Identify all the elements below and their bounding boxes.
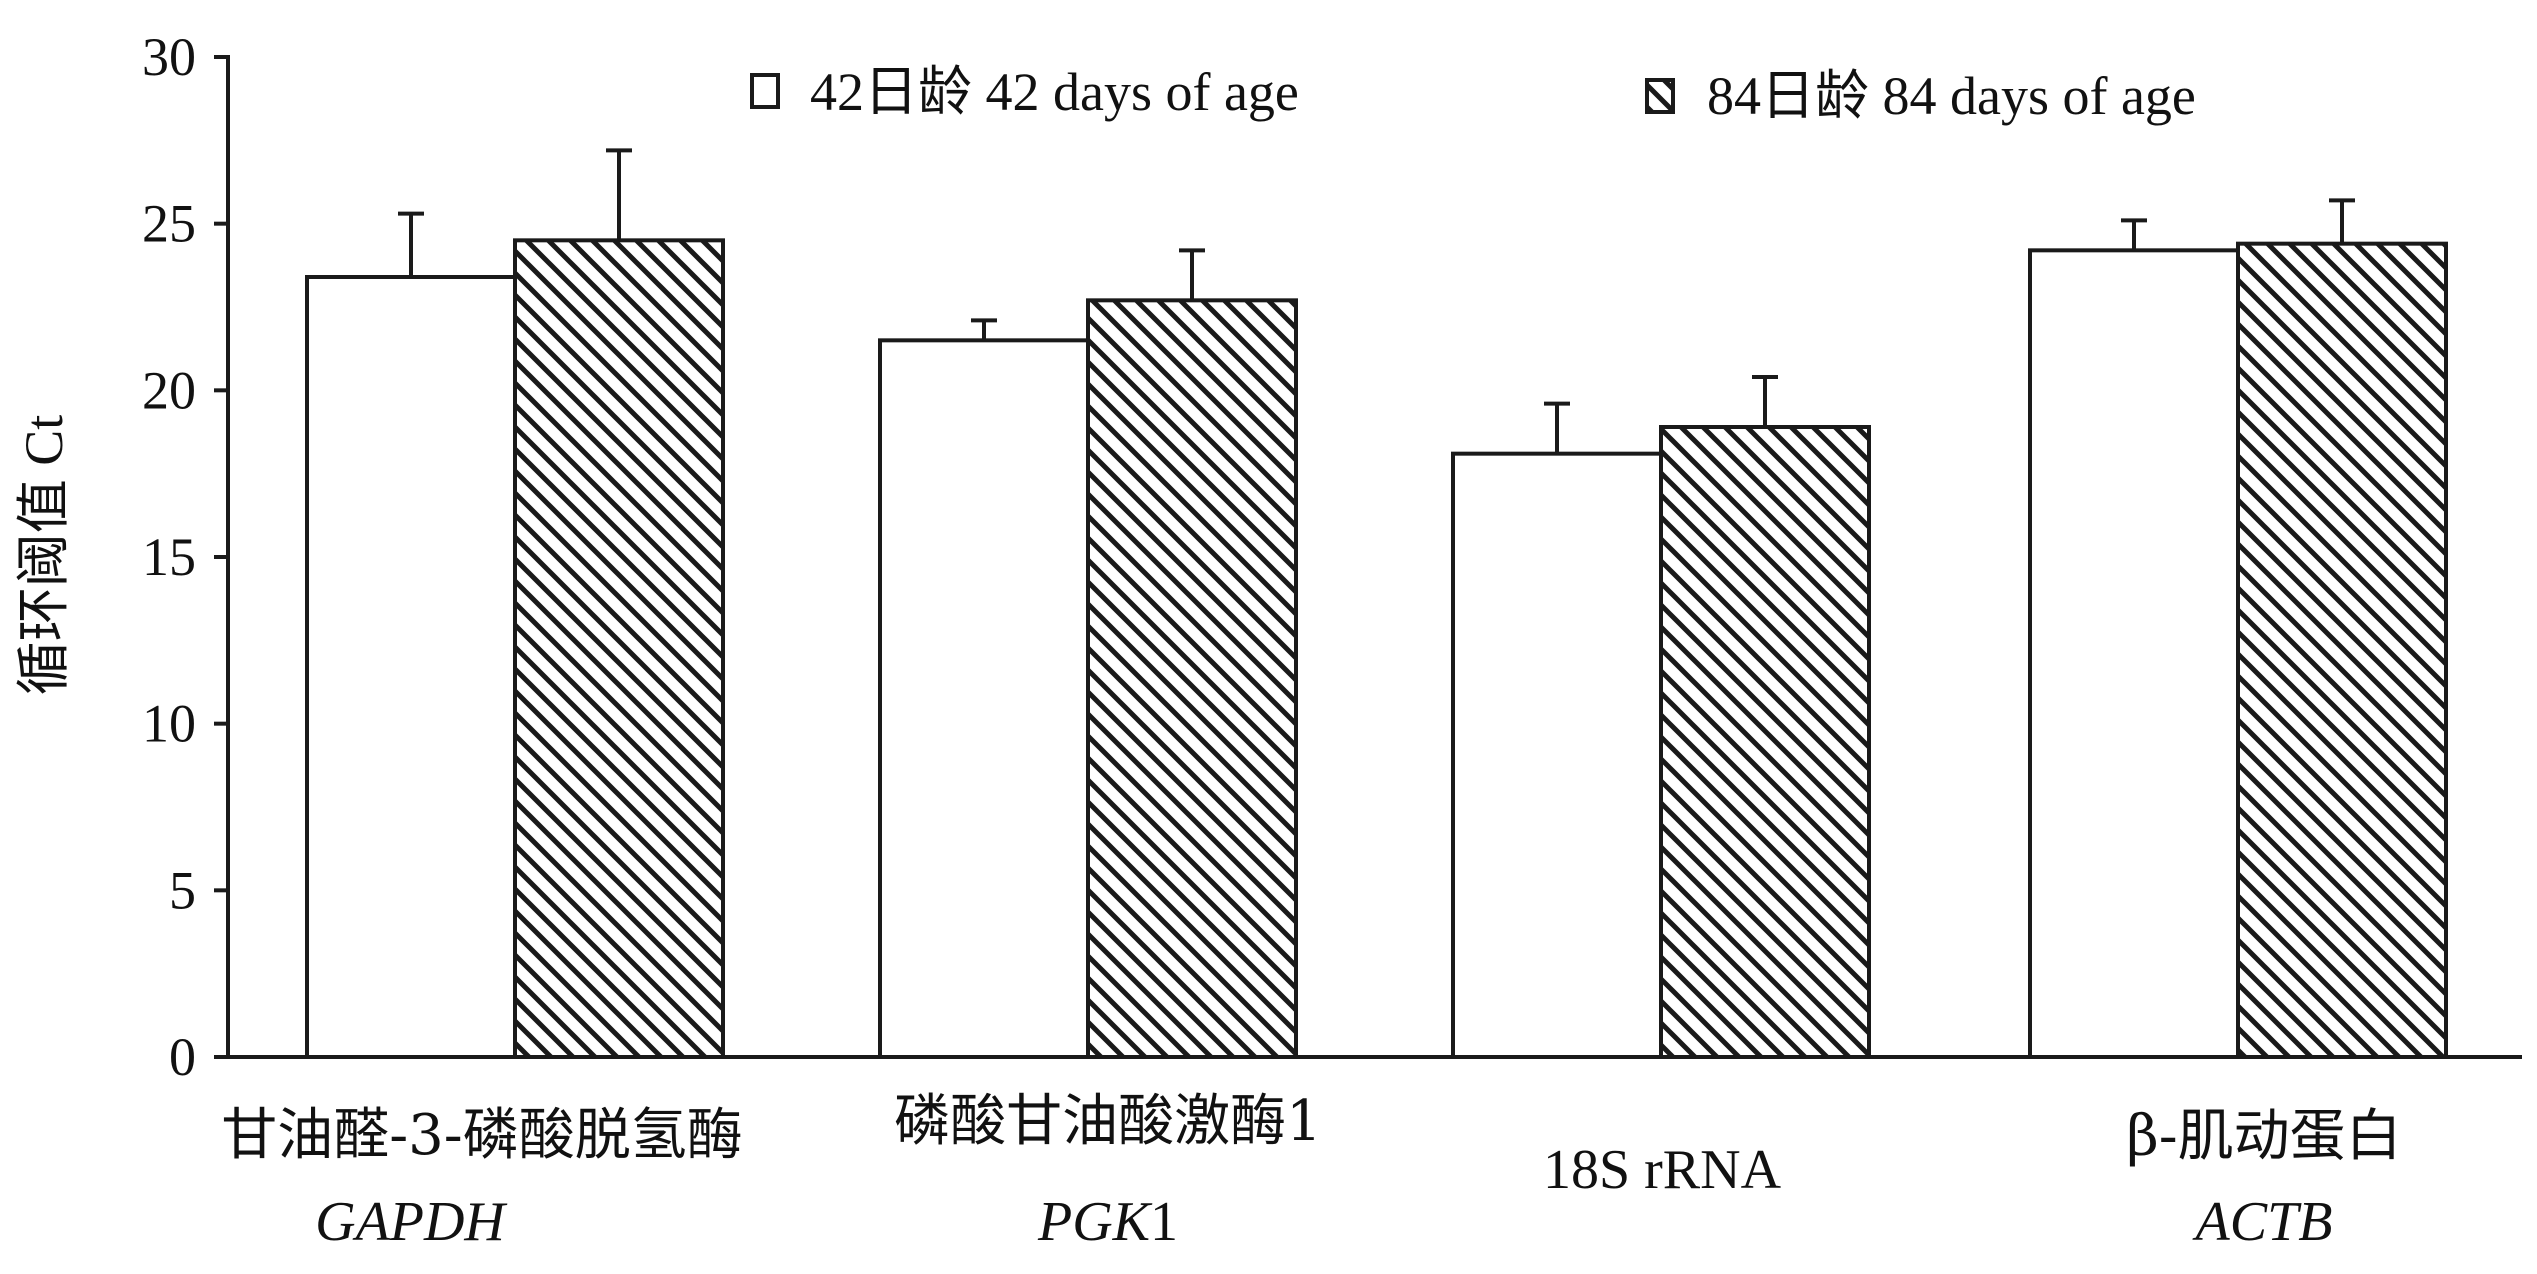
legend-item-42-days: 42日龄 42 days of age (750, 62, 1299, 122)
y-tick-label: 15 (142, 527, 196, 587)
category-label-cn: 甘油醛-3-磷酸脱氢酶 (221, 1103, 742, 1168)
legend-item-84-days: 84日龄 84 days of age (1645, 66, 2196, 126)
bar-42-days (878, 338, 1090, 1060)
bar-84-days (1086, 298, 1298, 1060)
y-tick-label: 5 (169, 860, 196, 920)
bar-84-days (513, 238, 725, 1060)
category-label-en: PGK1 (1037, 1191, 1178, 1253)
legend-swatch-open (750, 73, 780, 109)
bar-84-days (1659, 425, 1871, 1059)
bar-84-days (2236, 241, 2448, 1059)
legend-label-84-days: 84日龄 84 days of age (1707, 66, 2196, 126)
x-category-labels: 甘油醛-3-磷酸脱氢酶 GAPDH 磷酸甘油酸激酶1 PGK1 18S rRNA β-肌动… (221, 1089, 2401, 1253)
y-tick-label: 10 (142, 694, 196, 754)
legend-label-42-days: 42日龄 42 days of age (810, 62, 1299, 122)
y-axis-label: 循环阈值 Ct (14, 415, 74, 696)
y-tick-label: 0 (169, 1027, 196, 1087)
bar-42-days (1451, 451, 1663, 1059)
y-tick-label: 30 (142, 27, 196, 87)
legend-swatch-hatched (1645, 78, 1675, 114)
category-label-en: GAPDH (315, 1191, 507, 1253)
legend: 42日龄 42 days of age 84日龄 84 days of age (750, 62, 2196, 126)
category-label-en: ACTB (2192, 1191, 2333, 1253)
category-label-en: 18S rRNA (1543, 1139, 1782, 1201)
y-tick-label: 25 (142, 194, 196, 254)
category-label-cn: 磷酸甘油酸激酶1 (894, 1089, 1322, 1154)
y-tick-label: 20 (142, 360, 196, 420)
bars-layer (305, 148, 2448, 1060)
category-label-cn: β-肌动蛋白 (2126, 1104, 2401, 1169)
bar-42-days (2028, 248, 2240, 1060)
bar-42-days (305, 275, 517, 1059)
